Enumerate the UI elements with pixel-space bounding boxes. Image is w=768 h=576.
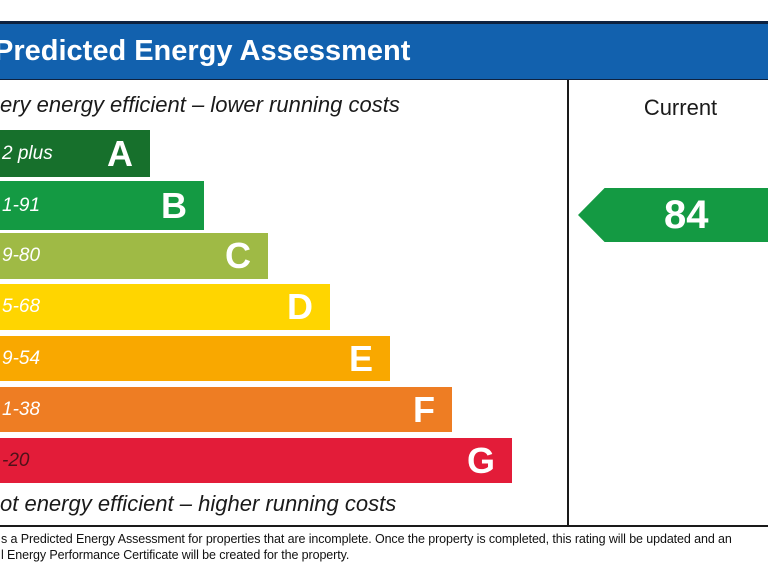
band-e-letter: E bbox=[348, 337, 373, 379]
band-b-letter: B bbox=[161, 184, 187, 226]
current-column-header: Current bbox=[643, 95, 718, 120]
efficiency-note-top: ery energy efficient – lower running cos… bbox=[0, 92, 400, 117]
band-f: 1-38 F bbox=[0, 387, 452, 432]
footer-text-line1: s a Predicted Energy Assessment for prop… bbox=[1, 532, 732, 546]
band-g-letter: G bbox=[466, 439, 495, 481]
table-bottom-border bbox=[0, 525, 768, 527]
band-a: 2 plus A bbox=[0, 130, 150, 177]
footer-text-line2: l Energy Performance Certificate will be… bbox=[1, 548, 350, 562]
band-d: 5-68 D bbox=[0, 284, 330, 330]
header-bar: Predicted Energy Assessment bbox=[0, 21, 768, 80]
band-d-letter: D bbox=[287, 286, 313, 327]
band-g-range: -20 bbox=[2, 449, 30, 471]
band-c-letter: C bbox=[225, 235, 251, 276]
column-divider bbox=[567, 80, 569, 527]
efficiency-note-bottom: ot energy efficient – higher running cos… bbox=[0, 491, 397, 516]
band-e-range: 9-54 bbox=[2, 347, 41, 369]
band-g: -20 G bbox=[0, 438, 512, 483]
band-d-range: 5-68 bbox=[2, 296, 41, 317]
band-c-range: 9-80 bbox=[2, 245, 41, 266]
band-a-letter: A bbox=[107, 132, 133, 174]
band-f-range: 1-38 bbox=[2, 398, 41, 420]
band-c: 9-80 C bbox=[0, 233, 268, 279]
current-rating-value: 84 bbox=[664, 193, 709, 237]
current-rating-arrow-icon: 84 bbox=[578, 188, 768, 242]
band-a-range: 2 plus bbox=[2, 142, 53, 164]
band-b: 1-91 B bbox=[0, 181, 204, 230]
band-b-range: 1-91 bbox=[2, 194, 41, 216]
page-title: Predicted Energy Assessment bbox=[0, 35, 411, 67]
band-f-letter: F bbox=[413, 388, 435, 430]
band-e: 9-54 E bbox=[0, 336, 390, 381]
